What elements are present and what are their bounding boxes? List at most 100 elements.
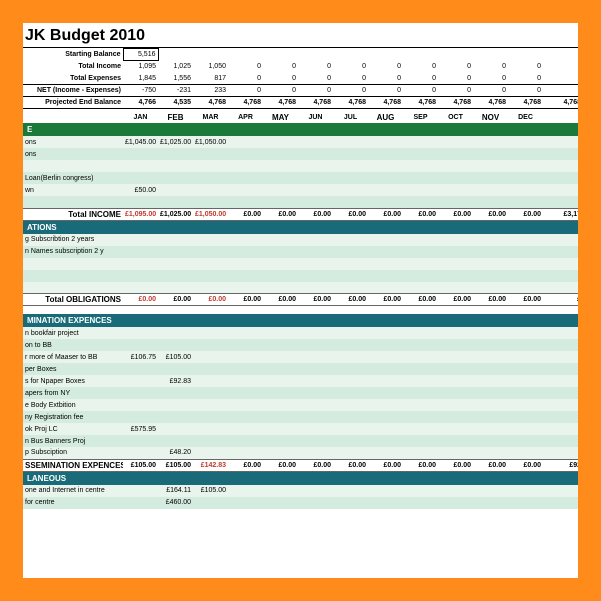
cell-1-2-6[interactable] xyxy=(333,258,368,270)
cell-0-3-7[interactable] xyxy=(368,172,403,184)
cell-2-5-11[interactable] xyxy=(508,387,543,399)
cell-3-1-8[interactable] xyxy=(403,497,438,509)
cell-0-0-8[interactable] xyxy=(403,136,438,148)
cell-2-5-8[interactable] xyxy=(403,387,438,399)
cell-2-2-8[interactable] xyxy=(403,351,438,363)
cell-2-8-7[interactable] xyxy=(368,423,403,435)
cell-1-3-3[interactable] xyxy=(228,270,263,282)
cell-1-3-1[interactable] xyxy=(158,270,193,282)
cell-3-1-10[interactable] xyxy=(473,497,508,509)
cell-2-5-9[interactable] xyxy=(438,387,473,399)
cell-0-4-4[interactable] xyxy=(263,184,298,196)
cell-2-5-0[interactable] xyxy=(123,387,158,399)
cell-0-1-0[interactable] xyxy=(123,148,158,160)
cell-2-10-7[interactable] xyxy=(368,447,403,459)
cell-2-0-4[interactable] xyxy=(263,327,298,339)
cell-3-1-5[interactable] xyxy=(298,497,333,509)
cell-2-0-1[interactable] xyxy=(158,327,193,339)
cell-2-4-6[interactable] xyxy=(333,375,368,387)
cell-1-1-3[interactable] xyxy=(228,246,263,258)
cell-0-4-3[interactable] xyxy=(228,184,263,196)
cell-2-7-4[interactable] xyxy=(263,411,298,423)
cell-0-5-0[interactable] xyxy=(123,196,158,208)
cell-0-3-5[interactable] xyxy=(298,172,333,184)
cell-2-6-8[interactable] xyxy=(403,399,438,411)
cell-2-1-7[interactable] xyxy=(368,339,403,351)
cell-2-8-10[interactable] xyxy=(473,423,508,435)
cell-1-1-1[interactable] xyxy=(158,246,193,258)
cell-0-3-9[interactable] xyxy=(438,172,473,184)
cell-0-5-10[interactable] xyxy=(473,196,508,208)
cell-2-1-1[interactable] xyxy=(158,339,193,351)
cell-2-0-2[interactable] xyxy=(193,327,228,339)
cell-2-1-3[interactable] xyxy=(228,339,263,351)
cell-0-1-2[interactable] xyxy=(193,148,228,160)
cell-0-1-9[interactable] xyxy=(438,148,473,160)
cell-0-2-11[interactable] xyxy=(508,160,543,172)
cell-0-5-8[interactable] xyxy=(403,196,438,208)
cell-1-2-1[interactable] xyxy=(158,258,193,270)
cell-3-0-7[interactable] xyxy=(368,485,403,497)
cell-2-6-1[interactable] xyxy=(158,399,193,411)
cell-1-4-4[interactable] xyxy=(263,282,298,294)
cell-1-3-7[interactable] xyxy=(368,270,403,282)
cell-2-9-7[interactable] xyxy=(368,435,403,447)
cell-2-3-9[interactable] xyxy=(438,363,473,375)
cell-2-10-5[interactable] xyxy=(298,447,333,459)
cell-3-1-3[interactable] xyxy=(228,497,263,509)
cell-1-4-5[interactable] xyxy=(298,282,333,294)
cell-0-3-10[interactable] xyxy=(473,172,508,184)
cell-0-5-9[interactable] xyxy=(438,196,473,208)
cell-2-8-11[interactable] xyxy=(508,423,543,435)
cell-2-0-8[interactable] xyxy=(403,327,438,339)
cell-3-1-0[interactable] xyxy=(123,497,158,509)
cell-1-4-3[interactable] xyxy=(228,282,263,294)
cell-0-0-4[interactable] xyxy=(263,136,298,148)
cell-0-1-6[interactable] xyxy=(333,148,368,160)
cell-2-6-2[interactable] xyxy=(193,399,228,411)
cell-2-5-6[interactable] xyxy=(333,387,368,399)
cell-2-10-6[interactable] xyxy=(333,447,368,459)
cell-2-2-5[interactable] xyxy=(298,351,333,363)
cell-2-1-2[interactable] xyxy=(193,339,228,351)
cell-2-9-1[interactable] xyxy=(158,435,193,447)
cell-1-4-8[interactable] xyxy=(403,282,438,294)
cell-2-6-10[interactable] xyxy=(473,399,508,411)
cell-0-5-6[interactable] xyxy=(333,196,368,208)
cell-0-5-11[interactable] xyxy=(508,196,543,208)
cell-3-1-6[interactable] xyxy=(333,497,368,509)
cell-0-4-5[interactable] xyxy=(298,184,333,196)
cell-2-9-9[interactable] xyxy=(438,435,473,447)
cell-2-6-5[interactable] xyxy=(298,399,333,411)
cell-0-3-0[interactable] xyxy=(123,172,158,184)
cell-1-0-4[interactable] xyxy=(263,234,298,246)
cell-2-3-11[interactable] xyxy=(508,363,543,375)
cell-2-9-8[interactable] xyxy=(403,435,438,447)
cell-0-3-2[interactable] xyxy=(193,172,228,184)
cell-1-0-11[interactable] xyxy=(508,234,543,246)
cell-0-4-2[interactable] xyxy=(193,184,228,196)
cell-2-6-6[interactable] xyxy=(333,399,368,411)
cell-2-1-5[interactable] xyxy=(298,339,333,351)
cell-3-0-8[interactable] xyxy=(403,485,438,497)
cell-0-5-4[interactable] xyxy=(263,196,298,208)
cell-2-2-9[interactable] xyxy=(438,351,473,363)
cell-3-0-10[interactable] xyxy=(473,485,508,497)
cell-2-0-6[interactable] xyxy=(333,327,368,339)
cell-2-2-6[interactable] xyxy=(333,351,368,363)
cell-2-7-10[interactable] xyxy=(473,411,508,423)
cell-1-4-10[interactable] xyxy=(473,282,508,294)
cell-2-3-10[interactable] xyxy=(473,363,508,375)
cell-1-1-6[interactable] xyxy=(333,246,368,258)
cell-2-0-3[interactable] xyxy=(228,327,263,339)
cell-2-1-8[interactable] xyxy=(403,339,438,351)
cell-2-7-5[interactable] xyxy=(298,411,333,423)
cell-0-5-5[interactable] xyxy=(298,196,333,208)
cell-1-4-9[interactable] xyxy=(438,282,473,294)
cell-0-0-9[interactable] xyxy=(438,136,473,148)
cell-1-0-1[interactable] xyxy=(158,234,193,246)
cell-0-2-7[interactable] xyxy=(368,160,403,172)
cell-3-1-9[interactable] xyxy=(438,497,473,509)
cell-2-8-6[interactable] xyxy=(333,423,368,435)
cell-2-2-1[interactable]: £105.00 xyxy=(158,351,193,363)
